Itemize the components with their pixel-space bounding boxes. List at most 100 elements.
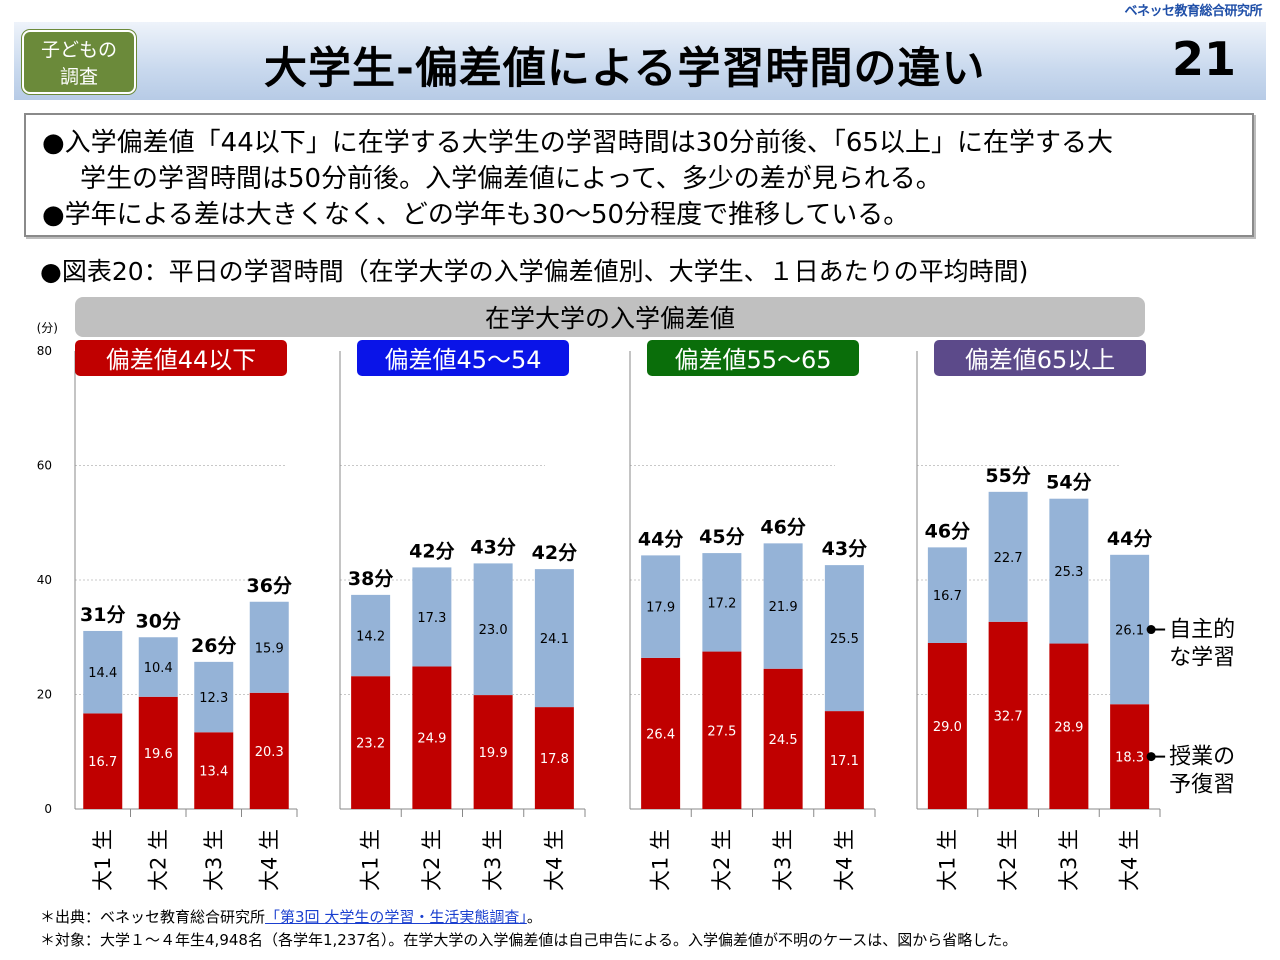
group-label-box bbox=[75, 340, 287, 376]
y-tick-label: 40 bbox=[37, 573, 52, 587]
bar-class-prep bbox=[249, 692, 289, 809]
data-label-class-prep: 17.8 bbox=[540, 752, 569, 767]
data-label-self-study: 25.5 bbox=[830, 632, 859, 647]
bar-class-prep bbox=[1049, 643, 1089, 809]
data-label-self-study: 17.9 bbox=[646, 601, 675, 616]
footer-note: ＊対象：大学１～４年生4,948名（各学年1,237名）。在学大学の入学偏差値は… bbox=[40, 931, 1018, 949]
footer-source: ＊出典：ベネッセ教育総合研究所「第3回 大学生の学習・生活実態調査」。 bbox=[40, 906, 542, 927]
data-label-self-study: 26.1 bbox=[1115, 624, 1144, 639]
total-label: 54分 bbox=[1046, 472, 1091, 494]
group-label-box bbox=[357, 340, 569, 376]
group-label-text: 偏差値55～65 bbox=[674, 346, 831, 374]
badge-line1: 子どもの bbox=[40, 39, 117, 61]
bar-class-prep bbox=[473, 695, 513, 809]
x-category-label: 大2 生 bbox=[710, 829, 734, 891]
legend-label-line1: 自主的 bbox=[1169, 618, 1235, 643]
source-link[interactable]: 「第3回 大学生の学習・生活実態調査」 bbox=[265, 908, 527, 926]
data-label-class-prep: 32.7 bbox=[994, 709, 1023, 724]
data-label-class-prep: 26.4 bbox=[646, 727, 675, 742]
y-tick-label: 80 bbox=[37, 344, 52, 358]
summary-bullet1-line1: ●入学偏差値「44以下」に在学する大学生の学習時間は30分前後、「65以上」に在… bbox=[42, 128, 1113, 158]
x-category-label: 大1 生 bbox=[91, 829, 115, 891]
bar-self-study bbox=[249, 601, 289, 693]
total-label: 46分 bbox=[925, 520, 970, 542]
x-category-label: 大3 生 bbox=[202, 829, 226, 891]
x-category-label: 大4 生 bbox=[542, 829, 566, 891]
page-number: 21 bbox=[1171, 32, 1236, 86]
data-label-self-study: 10.4 bbox=[144, 661, 173, 676]
bar-self-study bbox=[194, 661, 234, 733]
data-label-class-prep: 24.5 bbox=[769, 733, 798, 748]
total-label: 44分 bbox=[1107, 528, 1152, 550]
data-label-class-prep: 16.7 bbox=[88, 755, 117, 770]
total-label: 30分 bbox=[136, 610, 181, 632]
total-label: 43分 bbox=[822, 538, 867, 560]
group-label-box bbox=[934, 340, 1146, 376]
bar-self-study bbox=[763, 543, 803, 669]
bar-self-study bbox=[412, 567, 452, 667]
stacked-bar-chart: 在学大学の入学偏差値 (分) 0 20 40 60 80 偏差値44以下 16.7 14.4 31分… bbox=[37, 297, 1235, 891]
x-category-label: 大2 生 bbox=[996, 829, 1020, 891]
figure-title: ●図表20：平日の学習時間（在学大学の入学偏差値別、大学生、１日あたりの平均時間… bbox=[40, 257, 1029, 286]
legend-label-line1: 授業の bbox=[1169, 745, 1235, 770]
data-label-class-prep: 19.6 bbox=[144, 747, 173, 762]
total-label: 44分 bbox=[638, 528, 683, 550]
bar-self-study bbox=[473, 563, 513, 696]
data-label-class-prep: 27.5 bbox=[707, 724, 736, 739]
x-category-label: 大3 生 bbox=[1057, 829, 1081, 891]
group-label-text: 偏差値65以上 bbox=[965, 346, 1116, 374]
bar-self-study bbox=[1049, 498, 1089, 644]
source-suffix: 。 bbox=[526, 908, 542, 926]
data-label-self-study: 17.2 bbox=[707, 596, 736, 611]
total-label: 43分 bbox=[470, 536, 515, 558]
source-prefix: ＊出典：ベネッセ教育総合研究所 bbox=[40, 908, 266, 926]
total-label: 55分 bbox=[985, 465, 1030, 487]
bar-class-prep bbox=[83, 713, 123, 809]
bar-class-prep bbox=[534, 707, 574, 809]
page-title: 大学生-偏差値による学習時間の違い bbox=[264, 44, 986, 94]
bar-self-study bbox=[534, 569, 574, 708]
y-tick-label: 20 bbox=[37, 688, 52, 702]
total-label: 38分 bbox=[348, 568, 393, 590]
bar-class-prep bbox=[351, 676, 391, 809]
x-category-label: 大4 生 bbox=[832, 829, 856, 891]
data-label-self-study: 21.9 bbox=[769, 600, 798, 615]
bar-class-prep bbox=[824, 711, 864, 809]
total-label: 45分 bbox=[699, 526, 744, 548]
slide-header: 子どもの 調査 大学生-偏差値による学習時間の違い 21 bbox=[14, 22, 1266, 100]
x-category-label: 大1 生 bbox=[359, 829, 383, 891]
data-label-class-prep: 29.0 bbox=[933, 720, 962, 735]
data-label-class-prep: 28.9 bbox=[1054, 720, 1083, 735]
x-category-label: 大2 生 bbox=[420, 829, 444, 891]
x-category-label: 大3 生 bbox=[771, 829, 795, 891]
data-label-self-study: 14.4 bbox=[88, 666, 117, 681]
legend-label-line2: な学習 bbox=[1169, 646, 1235, 671]
bar-class-prep bbox=[641, 657, 681, 809]
data-label-class-prep: 13.4 bbox=[199, 765, 228, 780]
bar-class-prep bbox=[763, 668, 803, 809]
bar-self-study bbox=[351, 594, 391, 677]
x-category-label: 大1 生 bbox=[649, 829, 673, 891]
data-label-self-study: 16.7 bbox=[933, 589, 962, 604]
bar-class-prep bbox=[412, 666, 452, 809]
summary-bullet1-line2: 学生の学習時間は50分前後。入学偏差値によって、多少の差が見られる。 bbox=[80, 164, 942, 194]
data-label-class-prep: 24.9 bbox=[417, 732, 446, 747]
bar-self-study bbox=[641, 555, 681, 658]
group-label-box bbox=[647, 340, 859, 376]
total-label: 26分 bbox=[191, 635, 236, 657]
data-label-class-prep: 17.1 bbox=[830, 754, 859, 769]
data-label-self-study: 17.3 bbox=[417, 611, 446, 626]
data-label-class-prep: 23.2 bbox=[356, 737, 385, 752]
legend-label-line2: 予復習 bbox=[1169, 773, 1235, 798]
data-label-self-study: 25.3 bbox=[1054, 565, 1083, 580]
bar-class-prep bbox=[988, 621, 1028, 809]
total-label: 42分 bbox=[409, 540, 454, 562]
bar-self-study bbox=[1110, 554, 1150, 705]
total-label: 42分 bbox=[532, 542, 577, 564]
bar-class-prep bbox=[194, 732, 234, 809]
total-label: 31分 bbox=[80, 604, 125, 626]
y-tick-label: 60 bbox=[37, 459, 52, 473]
x-category-label: 大1 生 bbox=[935, 829, 959, 891]
data-label-self-study: 15.9 bbox=[255, 641, 284, 656]
y-axis-unit: (分) bbox=[37, 321, 58, 335]
